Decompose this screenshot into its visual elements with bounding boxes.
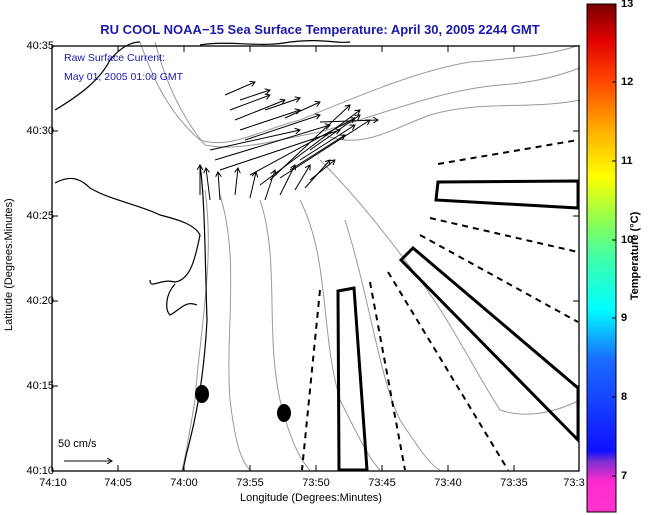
scale-vector-label: 50 cm/s — [58, 438, 97, 450]
x-tick-label: 73:40 — [434, 477, 462, 489]
coastline-path — [54, 41, 141, 111]
contour-line — [324, 99, 581, 141]
y-axis-label: Latitude (Degrees:Minutes) — [3, 198, 15, 331]
dashed-transect — [301, 289, 321, 471]
current-vector — [209, 130, 300, 151]
current-vector — [224, 82, 255, 96]
current-vector — [249, 172, 256, 199]
colorbar-tick-label: 9 — [621, 312, 628, 324]
contour-line — [259, 199, 311, 471]
colorbar-tick-label: 12 — [621, 76, 634, 88]
y-tick-label: 40:15 — [26, 380, 54, 392]
x-tick-label: 73:55 — [236, 477, 264, 489]
y-tick-label: 40:25 — [26, 210, 54, 222]
coastline-path — [199, 39, 351, 46]
x-tick-label: 74:00 — [170, 477, 198, 489]
current-vector — [294, 165, 310, 191]
y-tick-label: 40:30 — [26, 125, 54, 137]
colorbar-tick-label: 8 — [621, 391, 628, 403]
coastline-path — [54, 177, 201, 285]
x-axis-label: Longitude (Degrees:Minutes) — [240, 492, 382, 504]
y-tick-label: 40:35 — [26, 40, 54, 52]
coastline-path — [166, 283, 198, 316]
current-vector — [284, 102, 320, 119]
transect-box — [336, 286, 369, 472]
colorbar-ticks — [612, 81, 616, 477]
current-annotation-line2: May 01, 2005 01:00 GMT — [64, 71, 184, 83]
current-vector — [269, 105, 350, 181]
current-vector — [218, 172, 220, 201]
contour-line — [154, 41, 581, 148]
solid-transects — [336, 179, 580, 472]
current-vector — [239, 90, 270, 101]
colorbar-tick-label: 11 — [621, 155, 633, 167]
dashed-transect — [429, 217, 579, 253]
chart-title: RU COOL NOAA−15 Sea Surface Temperature:… — [100, 22, 540, 37]
colorbar-tick-label: 10 — [621, 234, 634, 246]
x-tick-label: 73:50 — [302, 477, 330, 489]
x-ticks — [117, 46, 515, 471]
dashed-transect — [369, 281, 406, 471]
current-vector — [279, 165, 295, 196]
contour-line — [299, 199, 381, 471]
dashed-transect — [387, 271, 509, 471]
current-vector — [234, 100, 285, 121]
contour-line — [319, 159, 581, 415]
x-tick-label: 73:3 — [563, 477, 585, 489]
current-annotation-line1: Raw Surface Current: — [64, 52, 165, 64]
current-vector — [289, 135, 345, 171]
y-tick-label: 40:20 — [26, 295, 54, 307]
colorbar — [586, 3, 617, 513]
mooring-marker — [277, 404, 291, 422]
current-vector — [249, 118, 355, 176]
current-vector — [214, 125, 330, 161]
coastline — [54, 39, 351, 471]
y-tick-label: 40:10 — [26, 465, 54, 477]
dashed-transect — [419, 234, 579, 323]
plot-frame — [51, 45, 580, 472]
current-vector — [319, 120, 378, 122]
bathymetry-contours — [139, 41, 581, 471]
transect-box — [434, 179, 580, 210]
x-tick-label: 74:05 — [104, 477, 132, 489]
coastline-path — [182, 164, 208, 471]
x-tick-label: 73:45 — [368, 477, 396, 489]
contour-line — [139, 41, 581, 144]
mooring-marker — [195, 385, 209, 403]
colorbar-label: Temperature (°C) — [629, 211, 641, 301]
current-vector — [309, 160, 335, 181]
current-vector — [264, 170, 275, 201]
contour-line — [181, 189, 209, 471]
x-tick-label: 73:35 — [500, 477, 528, 489]
current-vectors — [200, 82, 378, 201]
current-vector — [235, 168, 238, 196]
current-vector — [206, 168, 211, 201]
contour-line — [219, 194, 251, 471]
current-vector — [264, 98, 300, 111]
current-vector — [299, 125, 355, 161]
current-vector — [229, 95, 270, 111]
x-tick-label: 74:10 — [39, 477, 67, 489]
y-ticks — [52, 130, 579, 387]
current-vector — [239, 110, 300, 131]
dashed-transect — [437, 139, 579, 165]
current-vector — [244, 115, 320, 141]
colorbar-tick-label: 7 — [621, 470, 628, 482]
colorbar-tick-label: 13 — [621, 0, 634, 10]
transect-box — [398, 245, 580, 444]
dashed-transects — [301, 139, 579, 471]
